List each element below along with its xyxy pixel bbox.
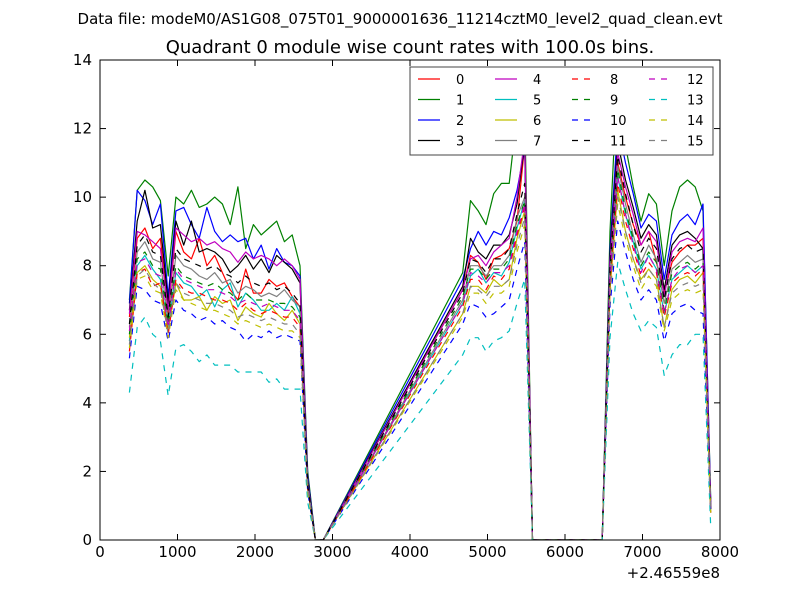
x-tick-label: 7000	[623, 543, 661, 561]
x-tick-label: 5000	[468, 543, 506, 561]
x-tick-label: 0	[95, 543, 105, 561]
x-offset-label: +2.46559e8	[627, 564, 720, 582]
legend-label-0: 0	[456, 73, 464, 88]
series-line-1	[128, 69, 712, 540]
y-tick-label: 10	[73, 188, 92, 206]
x-tick-label: 6000	[546, 543, 584, 561]
legend-label-1: 1	[456, 94, 464, 109]
y-tick-label: 12	[73, 120, 92, 138]
series-line-8	[128, 182, 712, 540]
legend-label-8: 8	[610, 73, 618, 88]
legend-label-4: 4	[533, 73, 541, 88]
series-line-4	[128, 138, 712, 540]
series-line-15	[128, 196, 712, 540]
series-layer	[128, 69, 712, 540]
y-tick-label: 2	[82, 462, 92, 480]
legend-label-10: 10	[610, 114, 627, 129]
legend-label-9: 9	[610, 94, 618, 109]
y-tick-label: 0	[82, 531, 92, 549]
series-line-12	[128, 176, 712, 540]
series-line-3	[128, 141, 712, 540]
y-tick-label: 6	[82, 325, 92, 343]
x-tick-label: 2000	[236, 543, 274, 561]
series-line-9	[128, 169, 712, 540]
y-tick-label: 14	[73, 51, 92, 69]
legend-label-2: 2	[456, 114, 464, 129]
x-tick-label: 8000	[701, 543, 739, 561]
series-line-10	[128, 220, 712, 540]
suptitle: Data file: modeM0/AS1G08_075T01_90000016…	[78, 10, 723, 29]
y-tick-label: 4	[82, 394, 92, 412]
legend-label-5: 5	[533, 94, 541, 109]
x-tick-label: 3000	[313, 543, 351, 561]
x-tick-label: 4000	[391, 543, 429, 561]
series-line-11	[128, 155, 712, 540]
axes-layer: 0 1000 2000 3000 4000 5000 6000 7000 80000246810…	[73, 51, 739, 561]
x-tick-label: 1000	[158, 543, 196, 561]
legend-label-14: 14	[687, 114, 704, 129]
series-line-14	[128, 203, 712, 540]
legend-label-12: 12	[687, 73, 704, 88]
legend-label-7: 7	[533, 135, 541, 150]
legend-label-15: 15	[687, 135, 704, 150]
series-line-7	[128, 165, 712, 540]
legend-label-11: 11	[610, 135, 627, 150]
y-tick-label: 8	[82, 257, 92, 275]
legend-label-3: 3	[456, 135, 464, 150]
legend-label-13: 13	[687, 94, 704, 109]
series-line-13	[128, 261, 712, 540]
chart-title: Quadrant 0 module wise count rates with …	[166, 37, 655, 58]
legend-label-6: 6	[533, 114, 541, 129]
series-line-2	[128, 124, 712, 540]
